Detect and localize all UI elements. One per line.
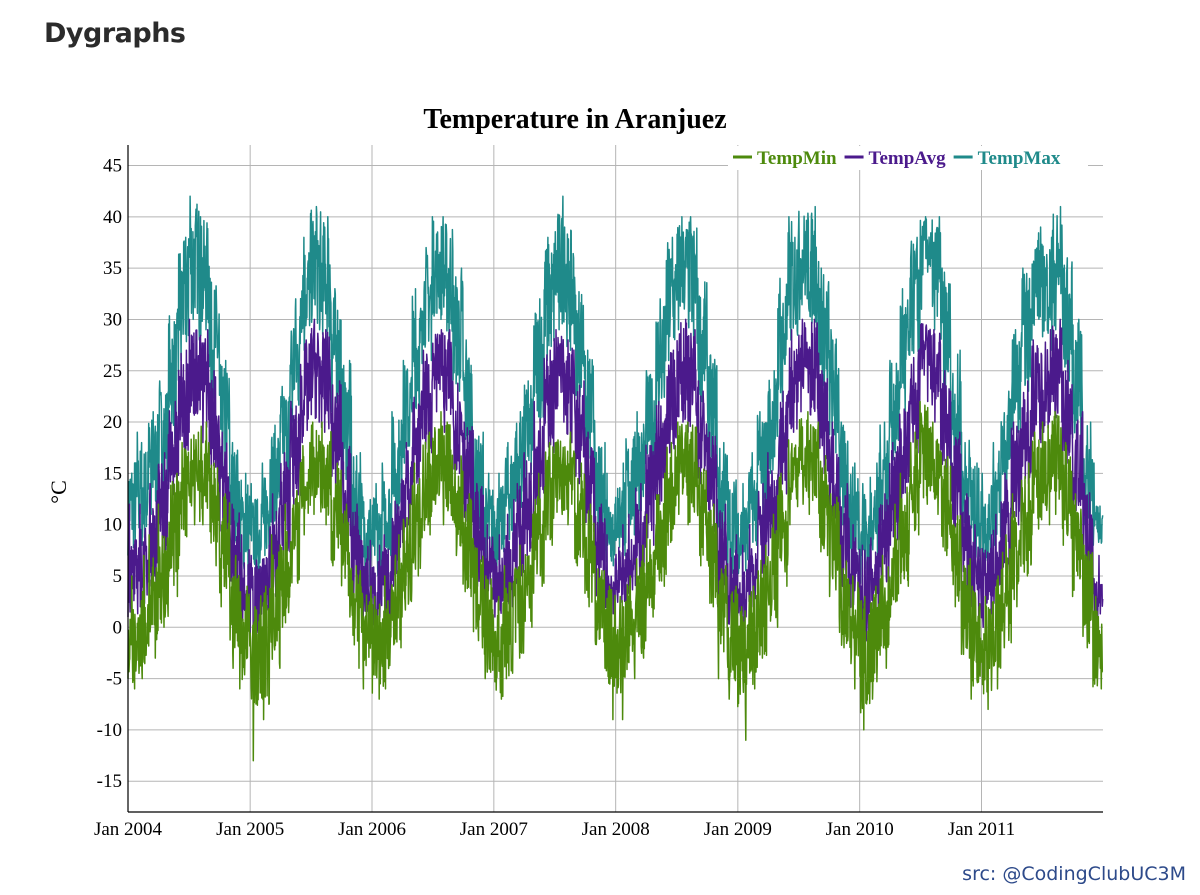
y-tick-label: -10	[97, 720, 122, 741]
x-tick-label: Jan 2005	[216, 819, 284, 840]
y-tick-label: 40	[103, 207, 122, 228]
legend-label: TempAvg	[869, 148, 947, 169]
y-tick-label: 25	[103, 361, 122, 382]
legend-background	[728, 146, 1088, 170]
y-tick-label: 15	[103, 463, 122, 484]
x-tick-label: Jan 2008	[582, 819, 650, 840]
legend: TempMin TempAvg TempMax	[728, 146, 1088, 170]
series-line-tempavg	[127, 318, 1104, 659]
axes	[127, 145, 1103, 813]
x-tick-label: Jan 2009	[704, 819, 772, 840]
x-tick-label: Jan 2007	[460, 819, 528, 840]
x-tick-label: Jan 2010	[826, 819, 894, 840]
y-tick-label: 0	[113, 617, 123, 638]
y-tick-label: 30	[103, 309, 122, 330]
chart-title: Temperature in Aranjuez	[423, 104, 726, 135]
series-line-tempmin	[127, 400, 1104, 762]
series-line-tempmax	[127, 195, 1104, 587]
y-tick-label: -15	[97, 771, 122, 792]
y-tick-label: 10	[103, 515, 122, 536]
y-tick-label: 20	[103, 412, 122, 433]
x-tick-label: Jan 2006	[338, 819, 406, 840]
y-tick-label: 35	[103, 258, 122, 279]
y-axis-label: °C	[46, 480, 71, 503]
x-tick-label: Jan 2011	[948, 819, 1015, 840]
y-tick-labels: -15 -10 -5 0 5 10 15 20 25 30 35 40 45	[97, 156, 122, 793]
y-tick-label: -5	[106, 669, 122, 690]
y-tick-label: 45	[103, 156, 122, 177]
legend-label: TempMin	[757, 148, 837, 169]
x-tick-labels: Jan 2004 Jan 2005 Jan 2006 Jan 2007 Jan 2008…	[94, 819, 1015, 840]
x-tick-label: Jan 2004	[94, 819, 163, 840]
legend-label: TempMax	[978, 148, 1061, 169]
source-credit: src: @CodingClubUC3M	[962, 863, 1186, 885]
page-title: Dygraphs	[44, 18, 186, 49]
y-tick-label: 5	[113, 566, 123, 587]
series-layer	[127, 195, 1104, 762]
